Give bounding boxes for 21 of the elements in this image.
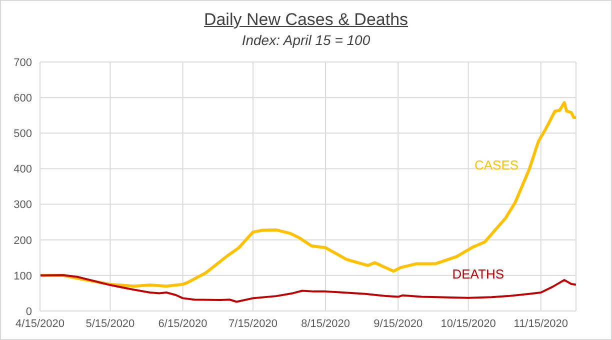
y-tick-label: 400 <box>14 164 32 176</box>
x-tick-label: 5/15/2020 <box>86 318 135 330</box>
x-tick-label: 11/15/2020 <box>514 318 568 330</box>
x-tick-label: 7/15/2020 <box>228 318 278 330</box>
series-label: DEATHS <box>452 266 504 282</box>
y-tick-label: 100 <box>14 270 32 282</box>
y-tick-label: 200 <box>14 234 32 247</box>
y-tick-label: 700 <box>14 56 32 69</box>
y-tick-label: 600 <box>14 92 32 104</box>
line-series <box>40 101 576 288</box>
chart-subtitle: Index: April 15 = 100 <box>240 32 372 48</box>
y-tick-label: 500 <box>14 128 32 140</box>
y-tick-label: 0 <box>26 306 32 318</box>
x-tick-label: 4/15/2020 <box>16 318 64 330</box>
y-tick-label: 300 <box>14 199 32 212</box>
x-tick-label: 10/15/2020 <box>440 318 496 330</box>
series-label: CASES <box>474 158 519 173</box>
x-tick-label: 6/15/2020 <box>158 318 208 330</box>
x-tick-label: 8/15/2020 <box>301 318 350 330</box>
x-tick-label: 9/15/2020 <box>374 318 423 330</box>
chart-title: Daily New Cases & Deaths <box>202 10 410 30</box>
